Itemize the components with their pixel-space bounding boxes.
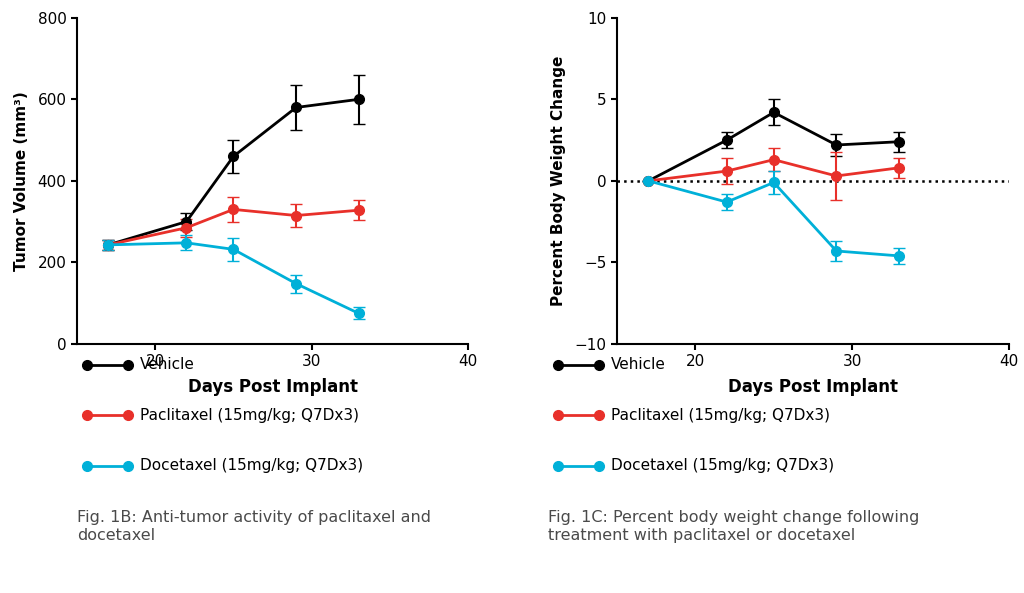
Text: Vehicle: Vehicle [611, 357, 667, 372]
Y-axis label: Percent Body Weight Change: Percent Body Weight Change [551, 56, 566, 306]
X-axis label: Days Post Implant: Days Post Implant [728, 378, 898, 396]
Text: Docetaxel (15mg/kg; Q7Dx3): Docetaxel (15mg/kg; Q7Dx3) [140, 458, 364, 473]
X-axis label: Days Post Implant: Days Post Implant [187, 378, 357, 396]
Text: Paclitaxel (15mg/kg; Q7Dx3): Paclitaxel (15mg/kg; Q7Dx3) [611, 407, 830, 423]
Text: Fig. 1B: Anti-tumor activity of paclitaxel and
docetaxel: Fig. 1B: Anti-tumor activity of paclitax… [77, 510, 431, 543]
Text: Docetaxel (15mg/kg; Q7Dx3): Docetaxel (15mg/kg; Q7Dx3) [611, 458, 835, 473]
Text: Fig. 1C: Percent body weight change following
treatment with paclitaxel or docet: Fig. 1C: Percent body weight change foll… [548, 510, 920, 543]
Y-axis label: Tumor Volume (mm³): Tumor Volume (mm³) [14, 91, 29, 271]
Text: Paclitaxel (15mg/kg; Q7Dx3): Paclitaxel (15mg/kg; Q7Dx3) [140, 407, 359, 423]
Text: Vehicle: Vehicle [140, 357, 196, 372]
